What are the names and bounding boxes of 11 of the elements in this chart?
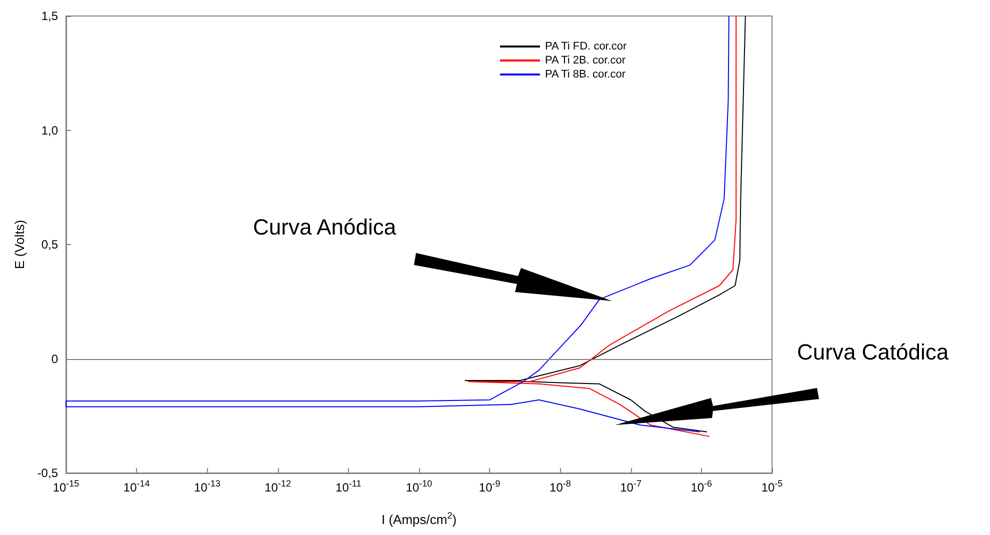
- y-axis-title: E (Volts): [12, 220, 27, 270]
- y-tick-label: 0,5: [41, 238, 58, 252]
- text: Curva Catódica: [797, 340, 950, 364]
- legend-label: PA Ti 2B. cor.cor: [545, 54, 626, 66]
- y-tick-label: 1,0: [41, 123, 58, 138]
- y-tick-label: 1,5: [41, 9, 58, 23]
- y-tick-label: 0: [51, 352, 58, 366]
- legend-label: PA Ti 8B. cor.cor: [545, 68, 626, 80]
- legend-label: PA Ti FD. cor.cor: [545, 40, 628, 52]
- y-tick-label: -0,5: [37, 466, 58, 480]
- annotation: Curva Anódica: [253, 214, 397, 240]
